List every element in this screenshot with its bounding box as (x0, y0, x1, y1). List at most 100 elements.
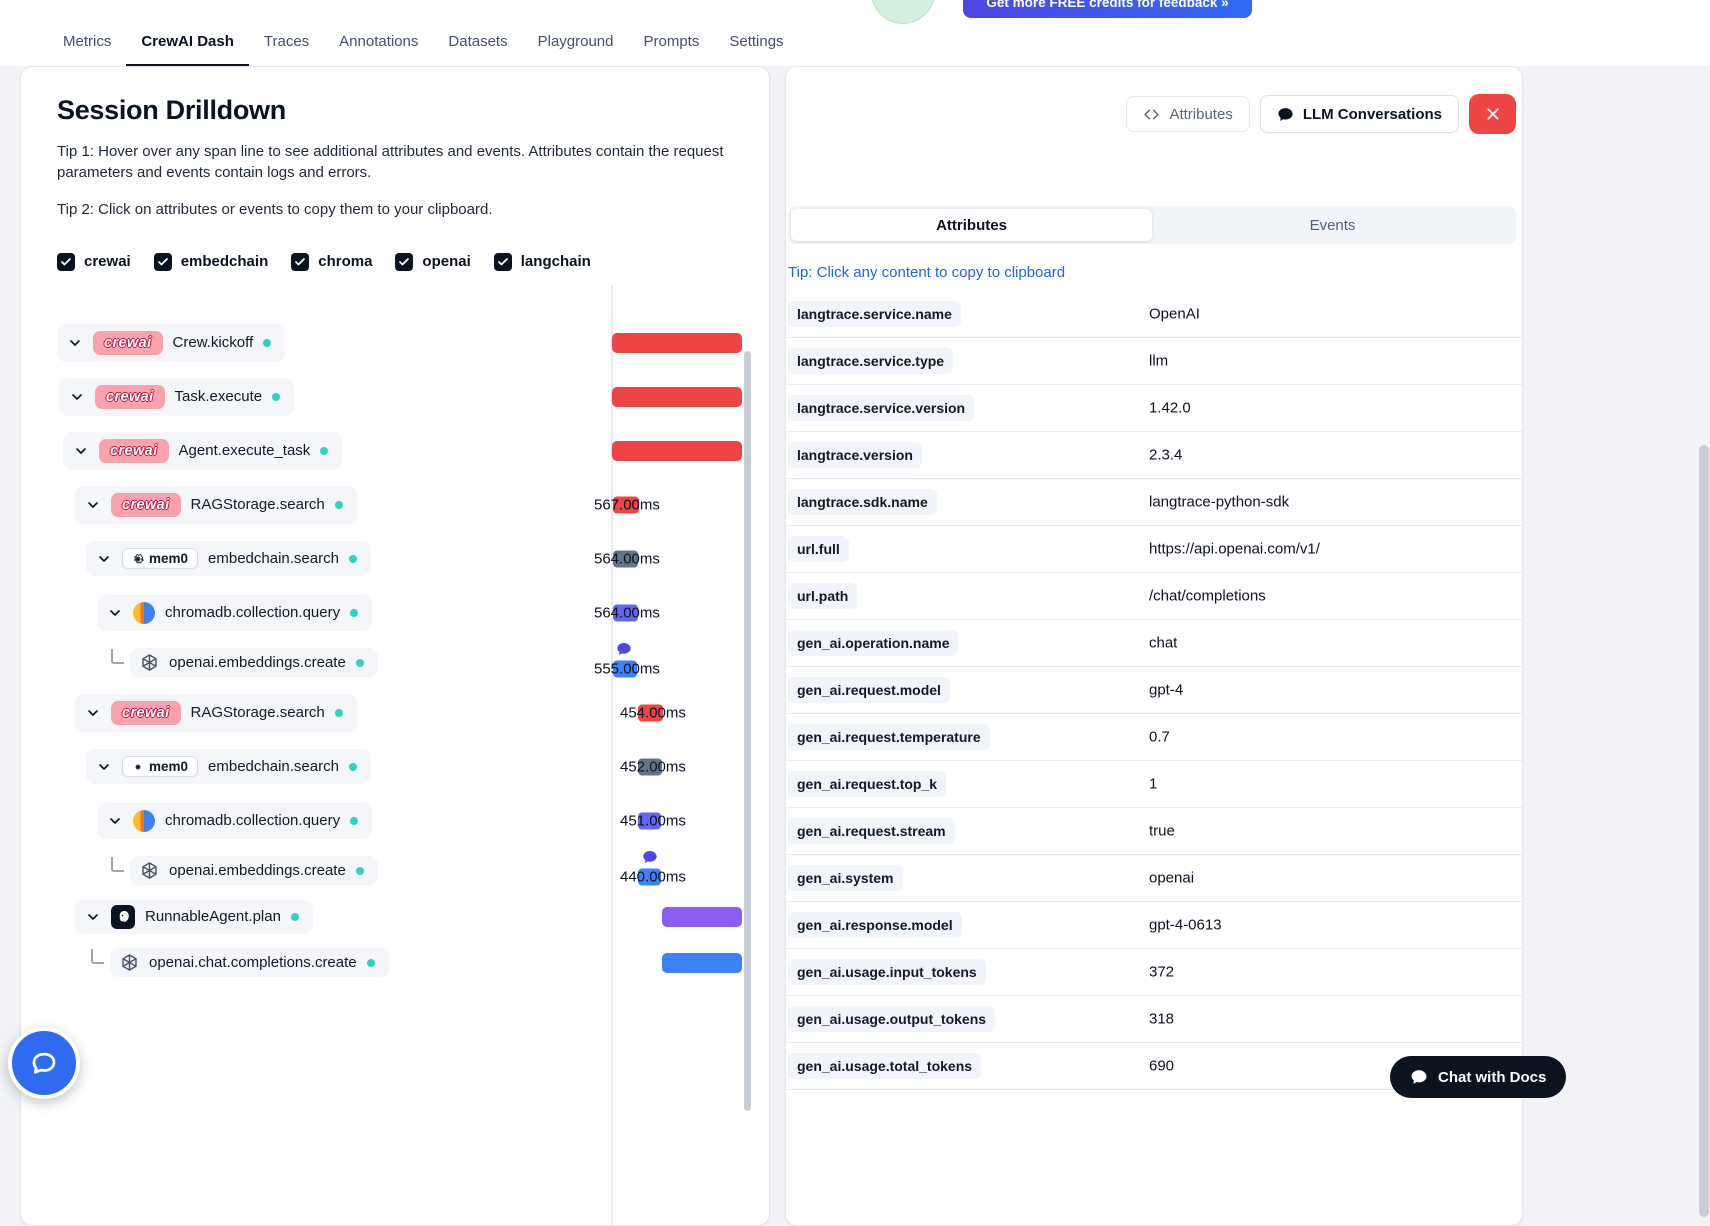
attr-value[interactable]: 318 (1149, 1010, 1175, 1028)
attr-key[interactable]: gen_ai.response.model (788, 912, 962, 938)
checkbox-checked-icon[interactable] (395, 252, 414, 271)
span-embedchain-search[interactable]: mem0 embedchain.search (86, 541, 371, 577)
attr-key[interactable]: langtrace.service.type (788, 348, 954, 374)
tab-events[interactable]: Events (1309, 216, 1356, 234)
tab-datasets[interactable]: Datasets (448, 33, 508, 50)
attr-value[interactable]: true (1149, 822, 1175, 840)
span-crew-kickoff[interactable]: crewai Crew.kickoff (57, 323, 286, 362)
chevron-down-icon[interactable] (107, 605, 123, 621)
checkbox-checked-icon[interactable] (57, 252, 75, 271)
attr-value[interactable]: https://api.openai.com/v1/ (1149, 540, 1320, 558)
attr-key[interactable]: gen_ai.operation.name (788, 630, 959, 656)
checkbox-checked-icon[interactable] (153, 252, 172, 271)
chevron-down-icon[interactable] (107, 813, 123, 829)
span-duration-bar[interactable] (638, 868, 661, 886)
attr-key[interactable]: gen_ai.request.model (788, 677, 950, 703)
chevron-down-icon[interactable] (96, 551, 112, 567)
attr-value[interactable]: gpt-4-0613 (1149, 916, 1222, 934)
attr-value[interactable]: gpt-4 (1149, 681, 1184, 699)
span-embedchain-search[interactable]: mem0 embedchain.search (86, 749, 371, 785)
tab-settings[interactable]: Settings (729, 33, 784, 50)
attr-key[interactable]: gen_ai.system (788, 865, 903, 891)
filter-label[interactable]: embedchain (180, 253, 269, 271)
attr-value[interactable]: langtrace-python-sdk (1149, 493, 1290, 511)
attr-value[interactable]: openai (1149, 869, 1195, 887)
attr-value[interactable]: llm (1149, 352, 1169, 370)
span-duration-bar[interactable] (612, 332, 742, 353)
attr-key[interactable]: langtrace.version (788, 442, 922, 468)
span-duration-bar[interactable] (613, 550, 638, 568)
filter-label[interactable]: openai (422, 253, 471, 271)
filter-embedchain[interactable]: embedchain (153, 252, 269, 271)
filter-label[interactable]: crewai (84, 253, 131, 271)
span-agent-execute-task[interactable]: crewai Agent.execute_task (63, 431, 343, 470)
filter-label[interactable]: langchain (520, 253, 591, 271)
tab-attributes[interactable]: Attributes (791, 209, 1152, 241)
chevron-down-icon[interactable] (85, 705, 101, 721)
span-openai-embeddings[interactable]: openai.embeddings.create (130, 856, 378, 886)
span-duration-bar[interactable] (662, 952, 742, 973)
attr-value[interactable]: OpenAI (1149, 305, 1200, 323)
span-duration-bar[interactable] (638, 704, 663, 722)
attr-value[interactable]: chat (1149, 634, 1178, 652)
attr-key[interactable]: gen_ai.request.temperature (788, 724, 990, 750)
chevron-down-icon[interactable] (85, 497, 101, 513)
span-openai-embeddings[interactable]: openai.embeddings.create (130, 648, 378, 678)
span-duration-bar[interactable] (613, 604, 638, 622)
attr-key[interactable]: url.full (788, 536, 849, 562)
span-task-execute[interactable]: crewai Task.execute (59, 377, 295, 416)
llm-conversations-button[interactable]: LLM Conversations (1259, 95, 1459, 133)
span-duration-bar[interactable] (613, 496, 639, 514)
filter-label[interactable]: chroma (318, 253, 373, 271)
span-openai-chat-completions[interactable]: openai.chat.completions.create (110, 948, 389, 978)
attr-key[interactable]: gen_ai.usage.input_tokens (788, 959, 986, 985)
chevron-down-icon[interactable] (67, 335, 83, 351)
free-credits-button[interactable]: Get more FREE credits for feedback » (963, 0, 1252, 18)
chevron-down-icon[interactable] (69, 389, 85, 405)
chevron-down-icon[interactable] (96, 759, 112, 775)
attr-key[interactable]: gen_ai.usage.output_tokens (788, 1006, 996, 1032)
attr-value[interactable]: 372 (1149, 963, 1175, 981)
checkbox-checked-icon[interactable] (493, 252, 512, 271)
attr-value[interactable]: 690 (1149, 1057, 1175, 1075)
attr-key[interactable]: gen_ai.request.stream (788, 818, 955, 844)
chevron-down-icon[interactable] (85, 909, 101, 925)
tab-metrics[interactable]: Metrics (63, 33, 112, 50)
checkbox-checked-icon[interactable] (291, 252, 310, 271)
span-chromadb-query[interactable]: chromadb.collection.query (97, 594, 373, 631)
filter-crewai[interactable]: crewai (57, 252, 131, 271)
attr-key[interactable]: gen_ai.usage.total_tokens (788, 1053, 982, 1079)
attr-key[interactable]: url.path (788, 583, 858, 609)
chat-bubble-icon[interactable] (642, 849, 658, 870)
page-scrollbar[interactable] (1699, 445, 1709, 1217)
attr-value[interactable]: 1 (1149, 775, 1158, 793)
close-button[interactable] (1469, 94, 1516, 134)
chat-widget-button[interactable] (8, 1027, 80, 1099)
avatar[interactable] (871, 0, 935, 24)
attr-key[interactable]: langtrace.sdk.name (788, 489, 937, 515)
span-ragstorage-search[interactable]: crewai RAGStorage.search (75, 485, 357, 524)
attr-value[interactable]: /chat/completions (1149, 587, 1266, 605)
tab-annotations[interactable]: Annotations (339, 33, 419, 50)
span-chromadb-query[interactable]: chromadb.collection.query (97, 802, 373, 839)
span-ragstorage-search[interactable]: crewai RAGStorage.search (75, 693, 357, 732)
tab-traces[interactable]: Traces (263, 33, 310, 50)
attr-key[interactable]: langtrace.service.version (788, 395, 975, 421)
span-duration-bar[interactable] (662, 906, 742, 927)
tree-scrollbar[interactable] (744, 351, 751, 1111)
chat-with-docs-button[interactable]: Chat with Docs (1390, 1056, 1567, 1098)
tab-crewai-dash[interactable]: CrewAI Dash (126, 33, 249, 66)
chevron-down-icon[interactable] (73, 443, 89, 459)
copy-tip-link[interactable]: Tip: Click any content to copy to clipbo… (788, 264, 1066, 281)
chat-bubble-icon[interactable] (616, 641, 632, 662)
attr-key[interactable]: langtrace.service.name (788, 301, 961, 327)
filter-openai[interactable]: openai (395, 252, 471, 271)
attr-value[interactable]: 0.7 (1149, 728, 1170, 746)
span-runnableagent-plan[interactable]: RunnableAgent.plan (75, 899, 313, 934)
span-duration-bar[interactable] (612, 386, 742, 407)
attr-key[interactable]: gen_ai.request.top_k (788, 771, 947, 797)
span-duration-bar[interactable] (613, 660, 637, 678)
filter-chroma[interactable]: chroma (291, 252, 373, 271)
span-duration-bar[interactable] (638, 812, 661, 830)
span-duration-bar[interactable] (612, 440, 742, 461)
